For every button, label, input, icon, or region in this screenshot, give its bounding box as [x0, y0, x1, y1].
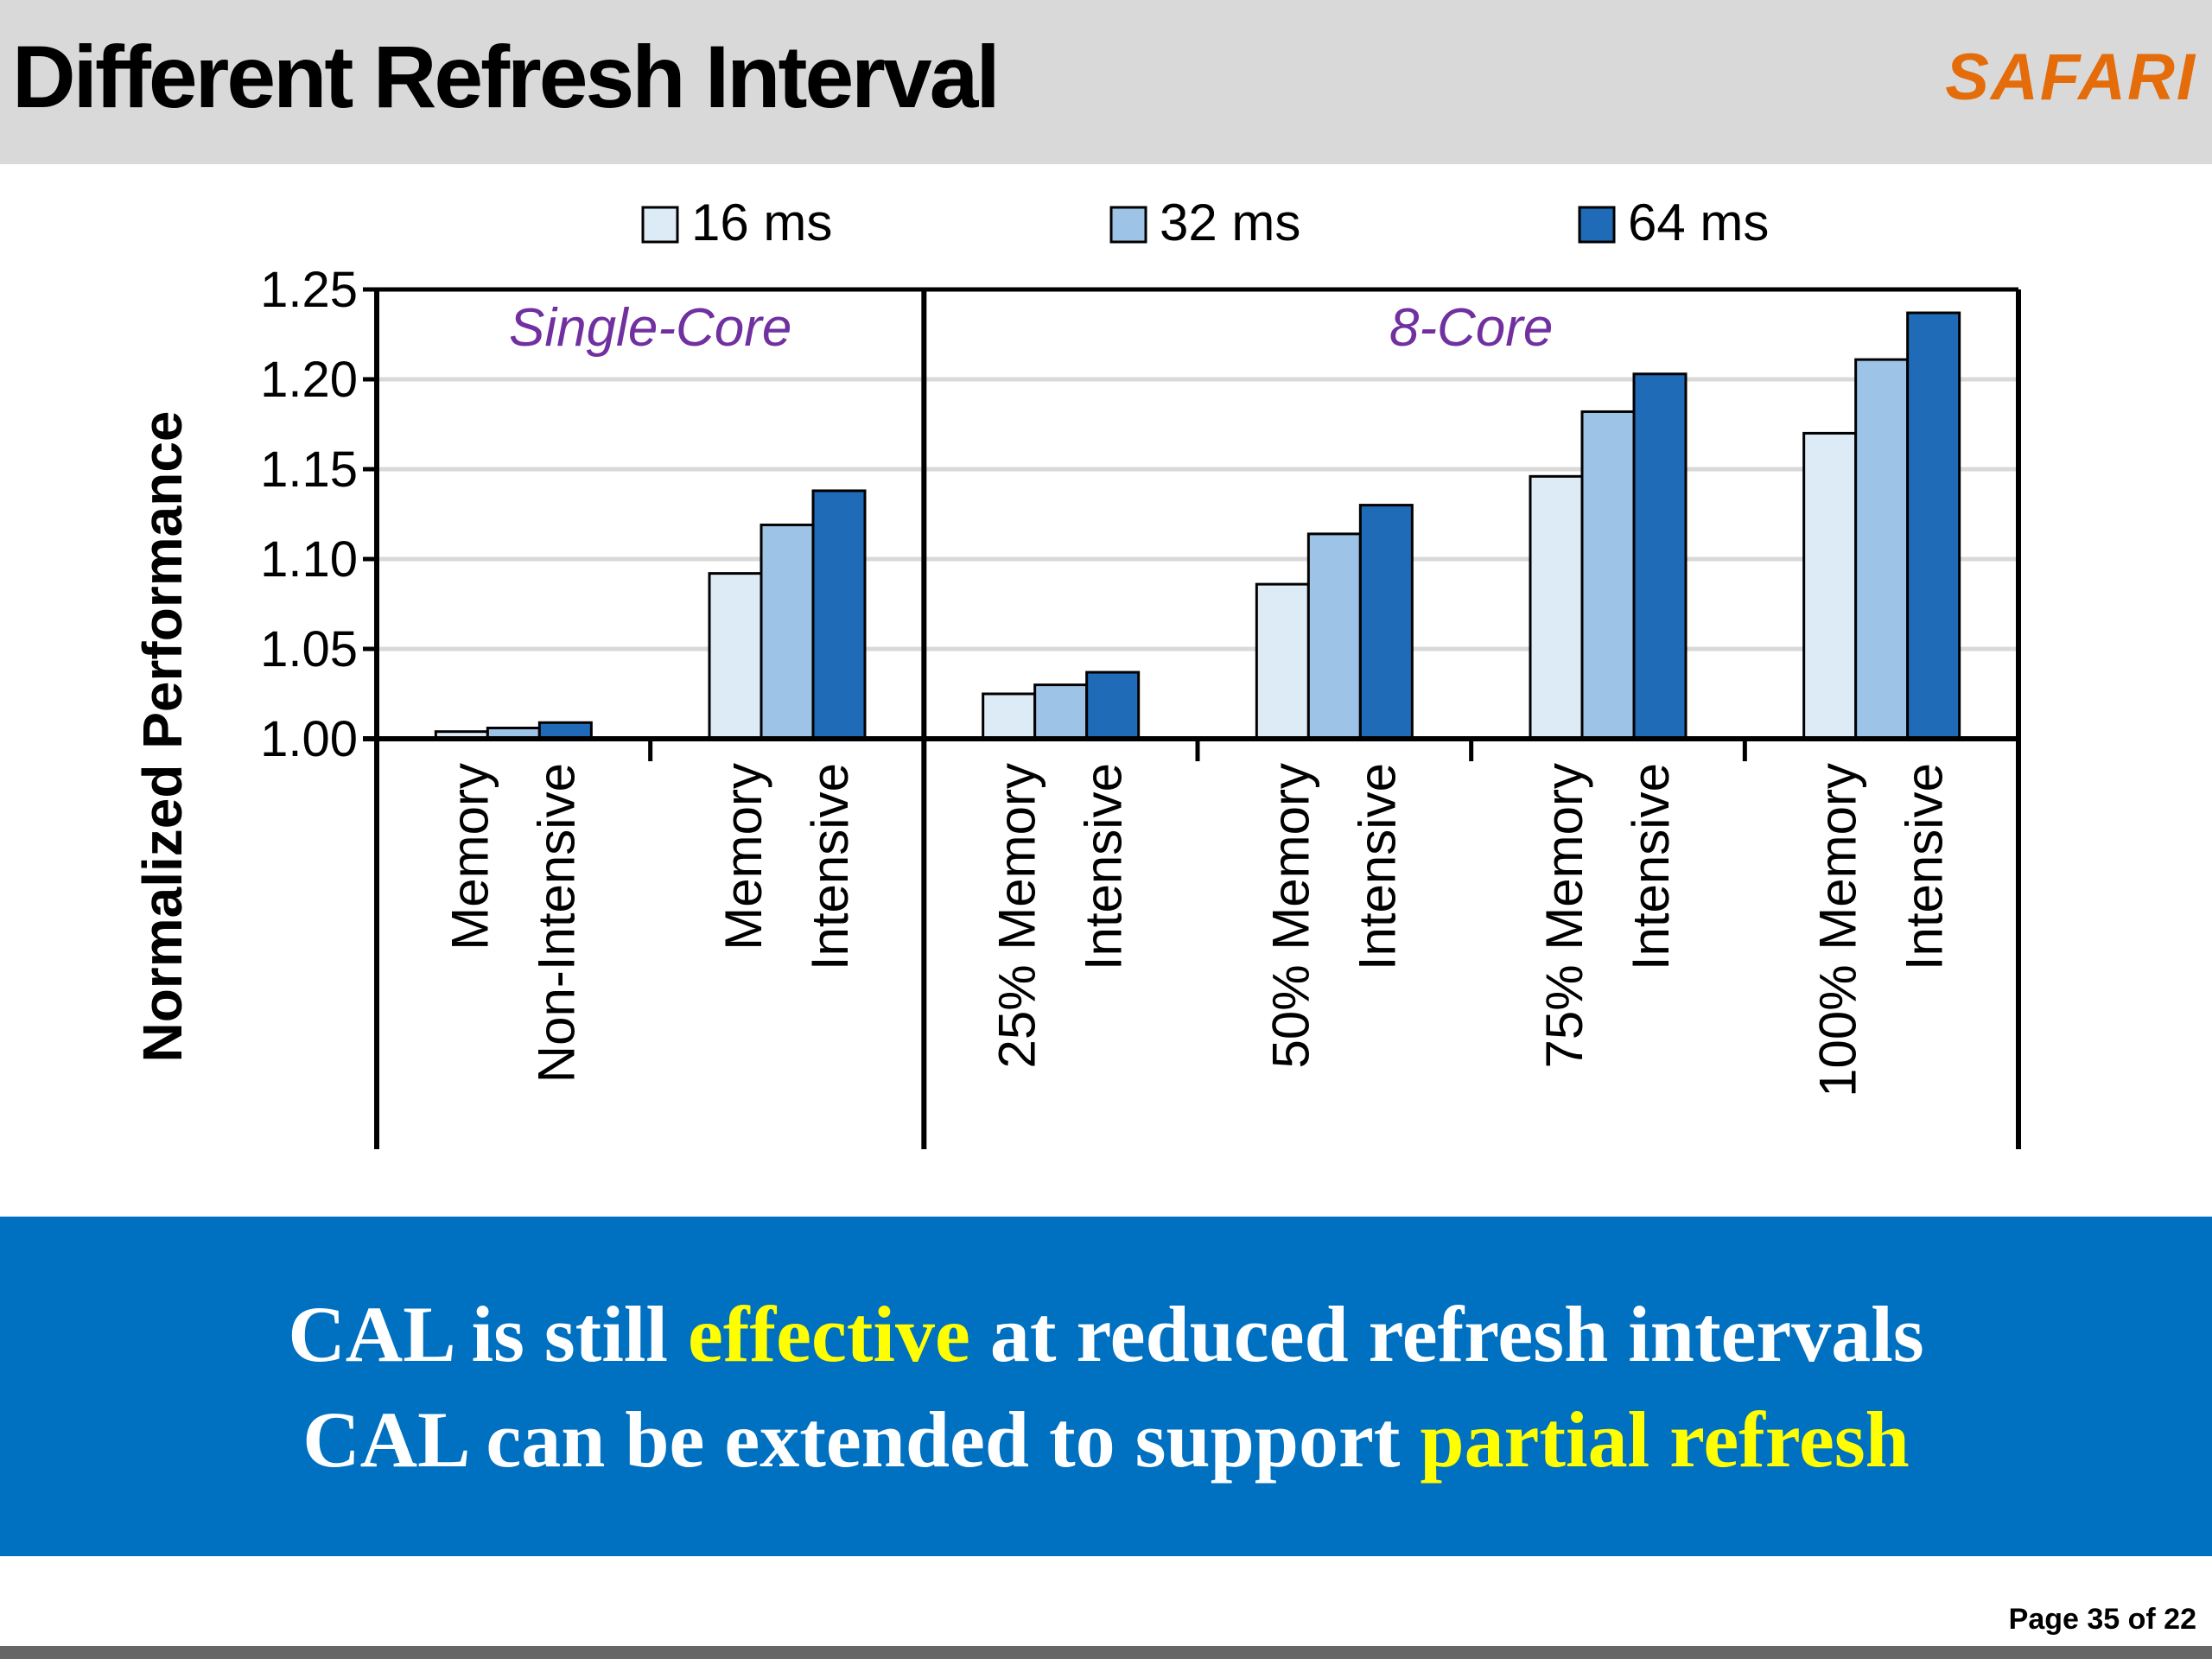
y-axis-label: Normalized Performance [131, 410, 194, 1062]
legend-swatch [641, 206, 679, 244]
bar-32-ms-5 [1854, 358, 1910, 741]
category-label: Intensive [1622, 763, 1680, 970]
bar-64-ms-2 [1085, 671, 1141, 741]
bar-64-ms-4 [1632, 372, 1688, 741]
category-label: Memory [441, 763, 499, 950]
legend-swatch [1109, 206, 1147, 244]
line2-before: CAL can be extended to support [302, 1395, 1421, 1484]
slide-title: Different Refresh Interval [12, 28, 1001, 126]
safari-logo: SAFARI [1945, 41, 2196, 114]
slide-header: Different Refresh Interval SAFARI [0, 0, 2212, 164]
bar-32-ms-3 [1306, 532, 1362, 741]
category-label: 25% Memory [988, 763, 1046, 1068]
category-label: 100% Memory [1809, 763, 1867, 1097]
y-tick-label: 1.05 [260, 621, 358, 677]
panel-label: 8-Core [1389, 298, 1554, 358]
bar-32-ms-4 [1580, 410, 1636, 741]
bar-32-ms-1 [760, 523, 815, 741]
bottom-bar [0, 1646, 2212, 1659]
legend-swatch [1578, 206, 1616, 244]
y-tick-label: 1.10 [260, 531, 358, 588]
y-tick-label: 1.25 [260, 262, 358, 318]
bar-16-ms-1 [708, 572, 763, 741]
conclusion-line-1: CAL is still effective at reduced refres… [0, 1294, 2212, 1374]
category-label: Intensive [1348, 763, 1406, 970]
conclusion-banner: CAL is still effective at reduced refres… [0, 1217, 2212, 1556]
category-label: Memory [715, 763, 772, 950]
bar-64-ms-5 [1906, 311, 1961, 741]
bar-16-ms-3 [1255, 582, 1310, 741]
bar-chart: 1.00 1.05 1.10 1.15 1.20 1.25 Normalized Perfo… [131, 194, 2021, 1149]
bar-16-ms-2 [982, 692, 1037, 741]
line2-highlight: partial refresh [1420, 1395, 1910, 1484]
conclusion-line-2: CAL can be extended to support partial r… [0, 1400, 2212, 1479]
y-tick-label: 1.15 [260, 442, 358, 498]
page-number: Page 35 of 22 [2008, 1603, 2196, 1636]
category-label: 75% Memory [1535, 763, 1593, 1068]
bar-64-ms-3 [1358, 504, 1414, 741]
line1-after: at reduced refresh intervals [969, 1290, 1924, 1378]
category-label: Intensive [1075, 763, 1133, 970]
y-tick-label: 1.00 [260, 711, 358, 767]
category-label: Intensive [801, 763, 859, 970]
y-tick-label: 1.20 [260, 352, 358, 408]
legend-label: 32 ms [1160, 194, 1300, 251]
bar-64-ms-1 [811, 489, 867, 741]
bar-32-ms-2 [1033, 683, 1089, 741]
bar-16-ms-5 [1802, 431, 1858, 741]
panel-label: Single-Core [509, 298, 791, 358]
category-label: 50% Memory [1262, 763, 1319, 1068]
line1-before: CAL is still [288, 1290, 688, 1378]
chart-container: 1.00 1.05 1.10 1.15 1.20 1.25 Normalized Perfo… [0, 173, 2212, 1166]
bar-16-ms-4 [1529, 474, 1584, 741]
legend-label: 64 ms [1628, 194, 1769, 251]
legend-label: 16 ms [691, 194, 832, 251]
category-label: Non-Intensive [527, 763, 585, 1083]
category-label: Intensive [1896, 763, 1954, 970]
line1-highlight: effective [688, 1290, 970, 1378]
